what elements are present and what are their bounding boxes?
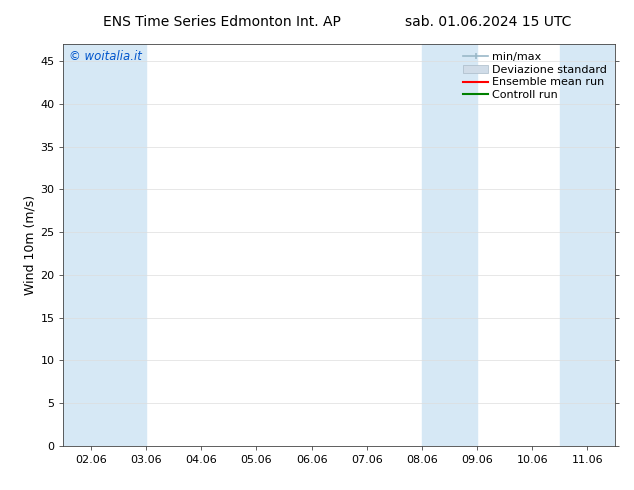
Y-axis label: Wind 10m (m/s): Wind 10m (m/s): [23, 195, 36, 295]
Text: sab. 01.06.2024 15 UTC: sab. 01.06.2024 15 UTC: [405, 15, 571, 29]
Bar: [422, 44, 477, 446]
Text: ENS Time Series Edmonton Int. AP: ENS Time Series Edmonton Int. AP: [103, 15, 341, 29]
Bar: [560, 44, 615, 446]
Legend: min/max, Deviazione standard, Ensemble mean run, Controll run: min/max, Deviazione standard, Ensemble m…: [461, 49, 609, 102]
Text: © woitalia.it: © woitalia.it: [69, 50, 142, 63]
Bar: [63, 44, 146, 446]
